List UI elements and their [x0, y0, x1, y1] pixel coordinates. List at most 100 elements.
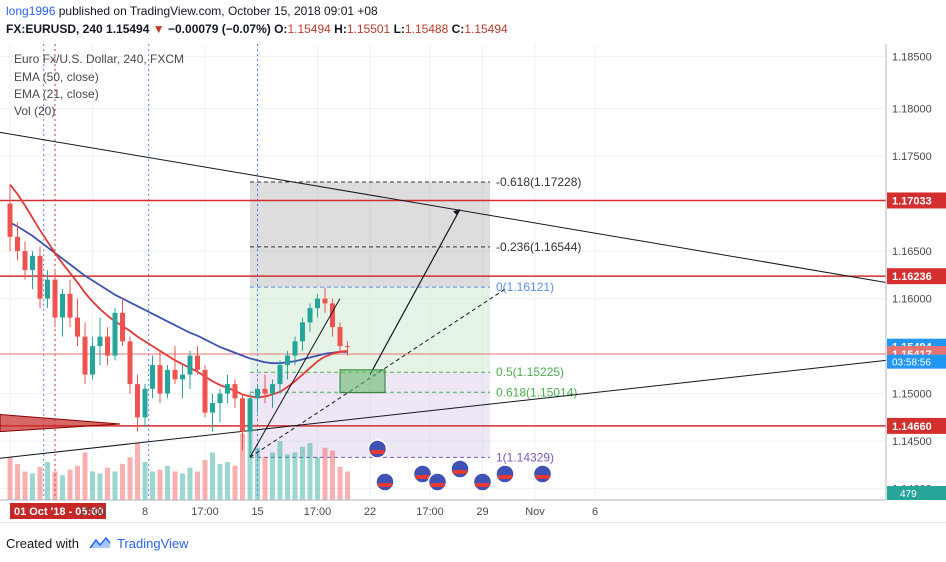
- candle-body: [330, 303, 335, 328]
- legend-ema21[interactable]: EMA (21, close): [14, 87, 99, 101]
- economic-event-flag-icon: [367, 439, 388, 459]
- volume-badge-label: 479: [900, 489, 917, 500]
- candle-body: [142, 388, 148, 418]
- volume-bar: [337, 466, 343, 500]
- volume-bar: [202, 460, 208, 500]
- volume-bar: [15, 463, 20, 500]
- volume-bar: [150, 471, 155, 500]
- down-arrow-icon: ▼: [152, 22, 165, 36]
- time-badge: [10, 503, 106, 519]
- open-label: O:: [274, 22, 288, 36]
- volume-bar: [75, 465, 80, 500]
- volume-bar: [127, 457, 133, 500]
- candle-body: [300, 322, 305, 342]
- candle-body: [127, 341, 133, 385]
- volume-bar: [292, 452, 298, 500]
- volume-bar: [60, 475, 65, 500]
- publish-text: published on TradingView.com, October 15…: [55, 4, 378, 18]
- chart-background: [0, 44, 946, 522]
- price-badge: [887, 417, 946, 434]
- candle-body: [22, 251, 28, 271]
- projection-dashed-line: [249, 288, 506, 458]
- economic-event-flag-icon: [532, 464, 553, 484]
- price-badge-label: 1.14660: [892, 421, 932, 433]
- candle-body: [202, 369, 208, 413]
- chart-area[interactable]: -0.618(1.17228) -0.236(1.16544) 0(1.16121)…: [0, 44, 946, 522]
- volume-bar: [322, 447, 328, 500]
- volume-bar: [195, 471, 200, 500]
- time-tick-label: 17:00: [191, 506, 219, 518]
- countdown-badge: [887, 354, 946, 369]
- economic-event-flag-icon: [472, 472, 493, 492]
- price-badge-label: 1.16236: [892, 271, 932, 283]
- time-tick-label: 17:00: [304, 506, 332, 518]
- volume-bar: [232, 465, 238, 500]
- volume-bar: [255, 447, 260, 500]
- candle-body: [322, 298, 328, 304]
- candle-body: [172, 369, 178, 380]
- time-tick-label: 17:00: [416, 506, 444, 518]
- footer: Created with TradingView: [0, 522, 946, 562]
- candle-body: [255, 388, 260, 399]
- volume-bar: [135, 443, 140, 500]
- candle-body: [285, 355, 290, 366]
- price-tick-label: 1.18500: [892, 51, 932, 63]
- volume-bar: [30, 473, 35, 500]
- wave-line: [249, 298, 341, 458]
- economic-event-flag-icon: [495, 464, 515, 484]
- candle-body: [105, 336, 110, 356]
- candle-body: [345, 346, 350, 348]
- candle-body: [82, 336, 88, 375]
- volume-bar: [187, 467, 193, 500]
- time-tick-label: Nov: [525, 506, 545, 518]
- price-badge: [887, 192, 946, 209]
- tradingview-logo-icon[interactable]: [88, 535, 112, 551]
- descending-trendline: [0, 131, 887, 283]
- arrow-head-icon: [453, 209, 460, 216]
- candle-body: [157, 365, 163, 394]
- low-value: 1.15488: [404, 22, 449, 36]
- candle-body: [262, 388, 268, 394]
- price-chart[interactable]: -0.618(1.17228) -0.236(1.16544) 0(1.16121)…: [0, 44, 946, 522]
- candle-body: [165, 369, 170, 394]
- ascending-trendline: [0, 359, 887, 459]
- legend-ema50[interactable]: EMA (50, close): [14, 70, 99, 84]
- flag-stripe: [370, 450, 385, 454]
- volume-bar: [240, 433, 245, 500]
- candle-body: [217, 393, 223, 404]
- volume-bar: [7, 457, 13, 500]
- candle-body: [7, 203, 13, 237]
- author-link[interactable]: long1996: [6, 4, 56, 18]
- time-tick-label: 17:00: [79, 506, 107, 518]
- price-tick-label: 1.14500: [892, 436, 932, 448]
- candle-body: [210, 403, 215, 413]
- candle-body: [97, 336, 103, 347]
- time-tick-label: 22: [364, 506, 376, 518]
- candle-body: [15, 236, 20, 252]
- price-tick-label: 1.16000: [892, 294, 932, 306]
- high-label: H:: [334, 22, 347, 36]
- candle-body: [52, 279, 58, 318]
- economic-event-flag-icon: [450, 459, 470, 479]
- candle-body: [120, 312, 125, 342]
- candle-body: [307, 308, 313, 323]
- fib-extension-zone: [250, 181, 490, 288]
- legend-title: Euro Fx/U.S. Dollar, 240, FXCM: [14, 52, 185, 66]
- last-price: 1.15494: [106, 22, 150, 36]
- volume-bar: [142, 462, 148, 500]
- flag-stripe: [535, 475, 550, 479]
- volume-bar: [270, 452, 275, 500]
- volume-bar: [307, 443, 313, 500]
- candle-body: [240, 398, 245, 432]
- flag-stripe: [415, 475, 430, 479]
- tradingview-brand-link[interactable]: TradingView: [117, 536, 189, 551]
- candle-body: [292, 341, 298, 356]
- volume-bar: [165, 465, 170, 500]
- volume-bar: [97, 473, 103, 500]
- candle-body: [337, 327, 343, 347]
- volume-bar: [300, 446, 305, 500]
- candle-body: [277, 365, 283, 385]
- economic-event-flag-icon: [427, 472, 448, 492]
- legend-vol[interactable]: Vol (20): [14, 104, 56, 118]
- candle-body: [135, 384, 140, 418]
